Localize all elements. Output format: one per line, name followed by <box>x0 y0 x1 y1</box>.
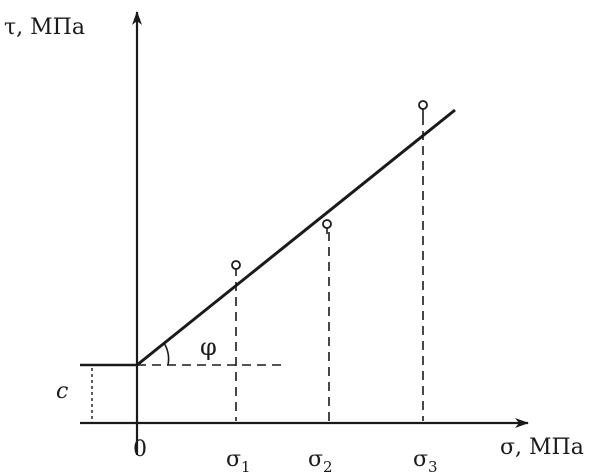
sigma-2-subscript: 2 <box>323 458 333 474</box>
sigma-1-symbol: σ <box>226 447 241 472</box>
sigma-1-label: σ1 <box>226 447 251 474</box>
origin-label: 0 <box>133 437 147 462</box>
sigma-3-subscript: 3 <box>428 458 438 474</box>
svg-text:σ1: σ1 <box>226 447 251 474</box>
sigma-2-label: σ2 <box>308 447 333 474</box>
failure-envelope-line <box>136 108 456 367</box>
test-point-2 <box>322 219 332 234</box>
x-axis-label: σ, МПа <box>500 435 584 460</box>
intercept-label: c <box>56 379 68 404</box>
sigma-1-subscript: 1 <box>241 458 251 474</box>
angle-label: φ <box>200 333 217 361</box>
test-point-1 <box>231 260 241 276</box>
svg-text:σ2: σ2 <box>308 447 333 474</box>
sigma-3-symbol: σ <box>413 447 428 472</box>
sigma-3-label: σ3 <box>413 447 438 474</box>
angle-arc <box>163 342 170 366</box>
y-axis-label: τ, МПа <box>4 15 85 40</box>
test-point-3 <box>418 100 428 116</box>
svg-text:σ3: σ3 <box>413 447 438 474</box>
sigma-2-symbol: σ <box>308 447 323 472</box>
